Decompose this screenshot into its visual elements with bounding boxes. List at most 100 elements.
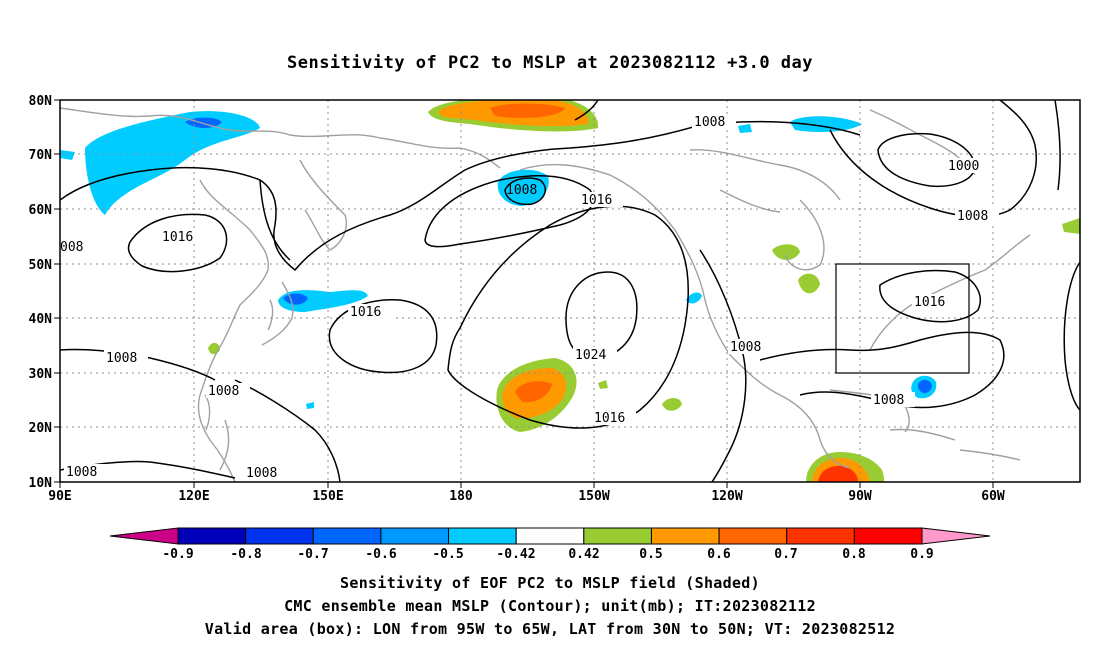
contour-label: 1016 bbox=[914, 295, 945, 310]
coastline-us-east bbox=[869, 234, 1031, 351]
lon-tick-label: 120E bbox=[178, 489, 209, 504]
figure-title: Sensitivity of PC2 to MSLP at 2023082112… bbox=[287, 53, 813, 73]
colorbar-segment bbox=[718, 527, 788, 545]
contour-1016-east-canada bbox=[1054, 100, 1061, 191]
contour-label: 1016 bbox=[581, 193, 612, 208]
caption-line-1: Sensitivity of EOF PC2 to MSLP field (Sh… bbox=[340, 574, 760, 592]
colorbar-label: 0.5 bbox=[639, 547, 662, 562]
colorbar-label: 0.9 bbox=[910, 547, 933, 562]
lat-tick-label: 10N bbox=[29, 476, 53, 491]
colorbar-segment bbox=[380, 527, 450, 545]
colorbar: -0.9 -0.8 -0.7 -0.6 -0.5 -0.42 0.42 0.5 … bbox=[109, 527, 991, 562]
contour-label: 1016 bbox=[594, 411, 625, 426]
negative-shade-pacific-small bbox=[686, 292, 702, 304]
caption-line-2: CMC ensemble mean MSLP (Contour); unit(m… bbox=[284, 597, 816, 615]
positive-shade-arctic-red bbox=[490, 103, 565, 118]
colorbar-label: -0.8 bbox=[230, 547, 261, 562]
figure-caption: Sensitivity of EOF PC2 to MSLP field (Sh… bbox=[205, 574, 895, 638]
lat-tick-label: 50N bbox=[29, 258, 53, 273]
coastline-caribbean bbox=[889, 428, 1021, 461]
colorbar-under-arrow bbox=[109, 527, 179, 545]
lat-tick-label: 60N bbox=[29, 203, 53, 218]
lon-axis: 90E 120E 150E 180 150W 120W 90W 60W bbox=[48, 482, 1005, 504]
colorbar-segment bbox=[448, 527, 517, 545]
positive-shade-gulf-red bbox=[818, 465, 858, 482]
negative-shade-siberia bbox=[85, 111, 260, 215]
contour-label: 1008 bbox=[957, 209, 988, 224]
contour-1016-bering bbox=[504, 177, 547, 206]
lat-tick-label: 20N bbox=[29, 421, 53, 436]
colorbar-label: -0.9 bbox=[162, 547, 193, 562]
colorbar-label: 0.42 bbox=[568, 547, 599, 562]
contour-label: 008 bbox=[60, 240, 83, 255]
colorbar-label: -0.6 bbox=[365, 547, 396, 562]
colorbar-segment bbox=[312, 527, 382, 545]
coastline-east-asia bbox=[197, 179, 269, 482]
colorbar-segment bbox=[786, 527, 855, 545]
contour-1008-atlantic bbox=[759, 331, 1005, 409]
lon-tick-label: 60W bbox=[981, 489, 1005, 504]
colorbar-segment bbox=[515, 527, 585, 545]
lat-tick-label: 70N bbox=[29, 148, 53, 163]
negative-shade-greenland bbox=[790, 116, 862, 132]
contour-1008-outer bbox=[60, 100, 861, 272]
contour-label: 1008 bbox=[66, 465, 97, 480]
colorbar-labels: -0.9 -0.8 -0.7 -0.6 -0.5 -0.42 0.42 0.5 … bbox=[162, 547, 933, 562]
colorbar-label: 0.6 bbox=[707, 547, 731, 562]
coastline-hudson bbox=[784, 199, 825, 271]
coastline-eurasia-arctic bbox=[60, 107, 501, 169]
positive-shade-small-4 bbox=[1062, 218, 1080, 234]
negative-shade-greenland-small bbox=[738, 124, 752, 133]
lon-tick-label: 150W bbox=[578, 489, 609, 504]
colorbar-segment bbox=[177, 527, 247, 545]
colorbar-segments bbox=[177, 527, 923, 545]
valid-area-box bbox=[835, 263, 970, 374]
positive-shade-small-1 bbox=[662, 398, 682, 411]
lon-tick-label: 90E bbox=[48, 489, 71, 504]
coastline-kamchatka bbox=[299, 159, 347, 251]
contour-1008-south-pacific bbox=[234, 379, 341, 482]
lon-tick-label: 90W bbox=[848, 489, 872, 504]
negative-shade-far-west bbox=[60, 150, 75, 160]
contour-label: 1016 bbox=[350, 305, 381, 320]
contour-label-layer: 1008 1008 1000 1008 1016 1016 1016 1024 … bbox=[60, 114, 999, 481]
colorbar-segment bbox=[650, 527, 720, 545]
contour-label: 1016 bbox=[162, 230, 193, 245]
lat-lon-grid bbox=[60, 100, 1080, 482]
lat-tick-label: 30N bbox=[29, 367, 53, 382]
lat-tick-label: 40N bbox=[29, 312, 53, 327]
lon-tick-label: 120W bbox=[711, 489, 742, 504]
contour-label: 1008 bbox=[694, 115, 725, 130]
coastline-layer bbox=[60, 107, 1031, 482]
colorbar-label: -0.5 bbox=[432, 547, 463, 562]
map-background bbox=[60, 100, 1080, 482]
map-frame bbox=[59, 99, 1081, 483]
contour-1008-atlantic-north bbox=[829, 100, 1037, 218]
contour-1016-west bbox=[328, 299, 438, 374]
colorbar-segment bbox=[245, 527, 314, 545]
mslp-contours bbox=[60, 100, 1080, 482]
negative-shade-wp-small bbox=[306, 402, 314, 409]
contour-1008-east-pacific bbox=[699, 249, 747, 482]
contour-label: 1008 bbox=[873, 393, 904, 408]
contour-label: 1000 bbox=[948, 159, 979, 174]
lat-tick-label: 80N bbox=[29, 94, 53, 109]
colorbar-label: 0.8 bbox=[842, 547, 866, 562]
colorbar-segment bbox=[853, 527, 923, 545]
lon-tick-label: 180 bbox=[449, 489, 473, 504]
positive-shade-small-2 bbox=[772, 244, 800, 260]
contour-label: 1008 bbox=[506, 183, 537, 198]
coastline-alaska bbox=[519, 163, 851, 469]
coastline-japan bbox=[261, 281, 294, 346]
colorbar-over-arrow bbox=[921, 527, 991, 545]
coastline-canada-arctic bbox=[689, 149, 841, 213]
contour-1016-pacific bbox=[447, 205, 689, 429]
shading-layer bbox=[60, 100, 1080, 482]
lat-axis: 80N 70N 60N 50N 40N 30N 20N 10N bbox=[29, 94, 60, 491]
colorbar-label: 0.7 bbox=[774, 547, 797, 562]
negative-shade-atlantic-core bbox=[918, 379, 932, 394]
positive-shade-small-6 bbox=[598, 380, 608, 389]
contour-1008-siberia bbox=[127, 213, 228, 273]
colorbar-label: -0.7 bbox=[297, 547, 328, 562]
map-panel: 1008 1008 1000 1008 1016 1016 1016 1024 … bbox=[29, 94, 1081, 504]
